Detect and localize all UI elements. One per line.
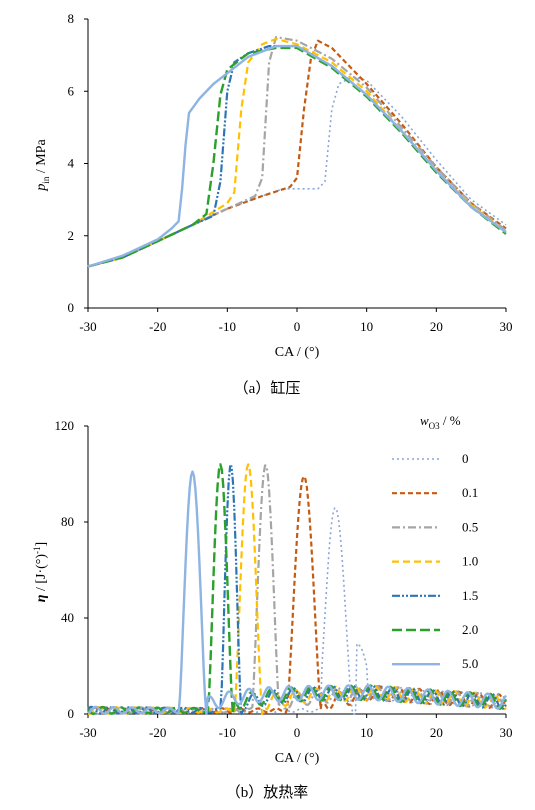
x-tick-label: 30 <box>500 319 513 334</box>
x-tick-label: 20 <box>430 725 443 740</box>
x-tick-label: 10 <box>360 319 373 334</box>
x-tick-label: -10 <box>219 725 236 740</box>
x-tick-label: 0 <box>294 319 301 334</box>
series-line-0-5 <box>87 464 507 715</box>
series-line-0 <box>87 507 507 715</box>
y-axis-label: η / [J·(°)-1] <box>32 542 49 602</box>
x-tick-label: -20 <box>149 725 166 740</box>
legend-label: 1.5 <box>462 588 478 603</box>
legend-label: 0.1 <box>462 485 478 500</box>
series-line-1-0 <box>87 37 507 268</box>
series-line-2-0 <box>87 463 508 716</box>
y-tick-label: 8 <box>68 11 75 26</box>
legend-label: 0 <box>462 451 469 466</box>
chart-caption: （a）缸压 <box>234 379 301 397</box>
legend-label: 1.0 <box>462 554 478 569</box>
chart-cylinder-pressure: 0 2 4 6 8 -30 -20 -10 0 10 20 30 pin / MPa CA / (°) （a… <box>34 11 513 397</box>
y-tick-label: 6 <box>68 83 75 98</box>
y-tick-label: 0 <box>68 300 75 315</box>
x-tick-label: -10 <box>219 319 236 334</box>
y-tick-label: 120 <box>55 418 75 433</box>
chart-heat-release-rate: 0 40 80 120 -30 -20 -10 0 10 20 30 η / [J·(°)-1] CA … <box>32 413 513 801</box>
x-tick-label: 30 <box>500 725 513 740</box>
x-tick-label: -30 <box>79 319 96 334</box>
y-tick-label: 2 <box>68 228 75 243</box>
y-tick-label: 0 <box>68 706 75 721</box>
x-tick-label: 10 <box>360 725 373 740</box>
legend-title: wO3 / % <box>420 413 461 431</box>
y-tick-label: 4 <box>68 156 75 171</box>
legend-label: 2.0 <box>462 622 478 637</box>
y-tick-label: 80 <box>61 514 74 529</box>
series-line-1-5 <box>87 465 507 716</box>
legend-label: 5.0 <box>462 656 478 671</box>
x-axis-label: CA / (°) <box>275 345 320 360</box>
y-axis-label: pin / MPa <box>34 139 51 192</box>
series-line-0-5 <box>87 36 507 268</box>
series-line-5-0 <box>87 470 507 716</box>
y-tick-label: 40 <box>61 610 74 625</box>
x-axis-label: CA / (°) <box>275 751 320 766</box>
series-line-0-1 <box>87 475 507 715</box>
x-tick-label: -30 <box>79 725 96 740</box>
series-line-1-0 <box>87 463 507 716</box>
series-line-2-0 <box>87 46 507 268</box>
legend-label: 0.5 <box>462 519 478 534</box>
x-tick-label: 0 <box>294 725 301 740</box>
series-line-5-0 <box>87 44 507 268</box>
series-line-0-1 <box>87 39 507 268</box>
x-tick-label: -20 <box>149 319 166 334</box>
series-line-1-5 <box>87 45 507 268</box>
chart-caption: （b）放热率 <box>226 784 309 801</box>
x-tick-label: 20 <box>430 319 443 334</box>
